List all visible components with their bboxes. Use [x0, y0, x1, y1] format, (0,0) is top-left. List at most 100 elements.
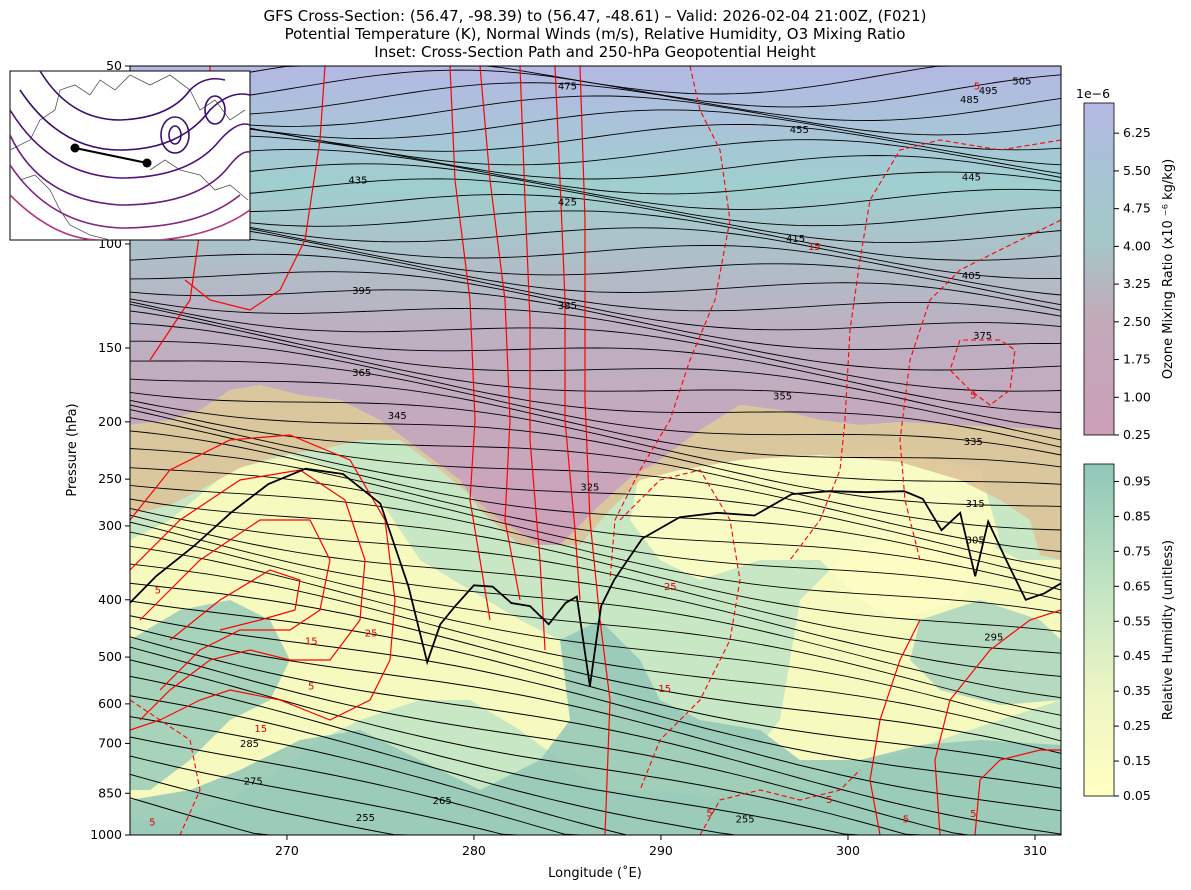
- theta-isentrope: [130, 203, 1061, 280]
- ozone-colorbar-label: Ozone Mixing Ratio (x10 ⁻⁶ kg/kg): [1161, 159, 1176, 379]
- theta-contour-label: 345: [388, 411, 407, 422]
- rh-dry-region: [130, 455, 1061, 820]
- theta-contour-label: 405: [962, 271, 981, 282]
- theta-isentrope: [130, 514, 1061, 677]
- y-tick-label: 700: [98, 735, 122, 750]
- colorbar-tick-label: 0.75: [1123, 543, 1151, 558]
- x-axis-label: Longitude (˚E): [548, 865, 642, 881]
- y-tick-label: 600: [98, 696, 122, 711]
- colorbar-tick-label: 0.95: [1123, 473, 1151, 488]
- colorbar-tick-label: 4.00: [1123, 238, 1151, 253]
- theta-isentrope: [130, 430, 1061, 581]
- y-tick-label: 1000: [90, 827, 122, 842]
- y-tick-label: 200: [98, 414, 122, 429]
- theta-contour-label: 305: [966, 536, 985, 547]
- wind-contour: [130, 469, 366, 721]
- theta-isentrope: [130, 716, 1061, 835]
- colorbar-tick-label: 1.00: [1123, 389, 1151, 404]
- colorbar-tick-label: 0.25: [1123, 718, 1151, 733]
- theta-isentrope: [130, 626, 1061, 812]
- wind-contour-label: 5: [155, 585, 161, 596]
- inset-path-end-marker: [142, 158, 152, 168]
- wind-contour: [139, 519, 331, 691]
- theta-isentrope: [130, 202, 1061, 261]
- theta-contour-label: 255: [356, 813, 375, 824]
- theta-isentrope: [130, 498, 1061, 632]
- wind-contour-dashed: [949, 339, 1016, 406]
- theta-contour-labels: 255 2552652752852953053153253353453553653…: [240, 76, 1031, 825]
- colorbar-tick-label: 4.75: [1123, 201, 1151, 216]
- inset-height-contour: [19, 89, 250, 151]
- wind-contour-dashed: [699, 769, 861, 835]
- colorbar-tick-label: 0.35: [1123, 683, 1151, 698]
- wind-contour-dashed: [899, 219, 1061, 561]
- inset-height-contour: [10, 109, 250, 179]
- tropopause-transition-band: [130, 385, 1061, 560]
- theta-isentrope: [130, 111, 1061, 166]
- wind-contour-dashed: [130, 699, 201, 835]
- wind-contour: [554, 66, 581, 601]
- wind-contour: [449, 66, 491, 621]
- ozone-colorbar-ticks: 6.25 5.50 4.75 4.00 3.25 2.50 1.75 1.00 0.25: [1114, 125, 1151, 442]
- colorbar-tick-label: 3.25: [1123, 276, 1151, 291]
- theta-isentrope: [130, 135, 1061, 180]
- theta-isentrope: [130, 148, 1061, 195]
- inset-frame: [9, 70, 251, 241]
- theta-isentrope: [130, 773, 1061, 835]
- theta-contour-label: 275: [244, 776, 263, 787]
- theta-contour-label: 435: [348, 176, 367, 187]
- y-axis-label: Pressure (hPa): [65, 403, 80, 496]
- y-tick-label: 400: [98, 592, 122, 607]
- theta-isentrope: [130, 340, 1061, 448]
- theta-isentrope: [130, 391, 1061, 485]
- theta-isentrope: [130, 615, 1061, 789]
- wind-contour-label: 5: [903, 815, 909, 826]
- inset-height-contour: [10, 194, 101, 240]
- theta-isentrope: [130, 208, 1061, 296]
- wind-contour: [130, 434, 396, 731]
- wind-contour: [974, 749, 1061, 835]
- theta-isentrope: [130, 695, 1061, 835]
- chart-title-line2: Potential Temperature (K), Normal Winds …: [285, 25, 906, 43]
- wind-contour-label: 5: [970, 390, 976, 401]
- theta-contour-label: 365: [352, 368, 371, 379]
- theta-isentrope: [130, 301, 1061, 392]
- theta-contour-label: 375: [973, 331, 992, 342]
- theta-contour-label: 285: [240, 739, 259, 750]
- theta-contour-label: 265: [433, 796, 452, 807]
- wind-contour-label: 5: [706, 809, 712, 820]
- theta-isentrope: [130, 271, 1061, 331]
- inset-path-start-marker: [70, 143, 80, 153]
- wind-contour-label: 15: [658, 684, 671, 695]
- wind-contour-dashed: [789, 139, 1061, 561]
- theta-isentrope: [130, 378, 1061, 468]
- chart-title-line3: Inset: Cross-Section Path and 250-hPa Ge…: [374, 43, 816, 61]
- rh-colorbar: 0.95 0.85 0.75 0.65 0.55 0.45 0.35 0.25 0.15 0.05…: [1083, 463, 1176, 803]
- theta-isentrope: [130, 194, 1061, 244]
- theta-contour-label: 455: [790, 125, 809, 136]
- wind-contour-label: 25: [365, 628, 378, 639]
- chart-title-line1: GFS Cross-Section: (56.47, -98.39) to (5…: [264, 7, 927, 25]
- theta-isentrope: [130, 675, 1061, 835]
- theta-contour-label: 395: [352, 286, 371, 297]
- theta-isentrope: [130, 600, 1061, 770]
- wind-contour-label: 15: [808, 242, 821, 253]
- colorbar-tick-label: 0.85: [1123, 508, 1151, 523]
- x-tick-label: 270: [275, 843, 299, 858]
- colorbar-tick-label: 0.25: [1123, 427, 1151, 442]
- wind-contour: [519, 66, 546, 651]
- wind-contour-label: 5: [149, 817, 155, 828]
- inset-cross-section-path: [74, 147, 148, 164]
- inset-height-contour: [10, 134, 250, 206]
- wind-contour: [869, 619, 921, 835]
- theta-isentrope: [130, 163, 1061, 210]
- rh-colorbar-ticks: 0.95 0.85 0.75 0.65 0.55 0.45 0.35 0.25 0.15 0.05: [1114, 473, 1151, 803]
- y-tick-label: 50: [106, 58, 122, 73]
- wind-contour-dashed: [609, 66, 731, 581]
- theta-isentrope: [130, 253, 1061, 317]
- colorbar-tick-label: 0.15: [1123, 753, 1151, 768]
- wind-contour-label: 25: [664, 582, 677, 593]
- wind-contour: [579, 66, 611, 835]
- theta-contour-label: 495: [979, 86, 998, 97]
- y-tick-label: 300: [98, 518, 122, 533]
